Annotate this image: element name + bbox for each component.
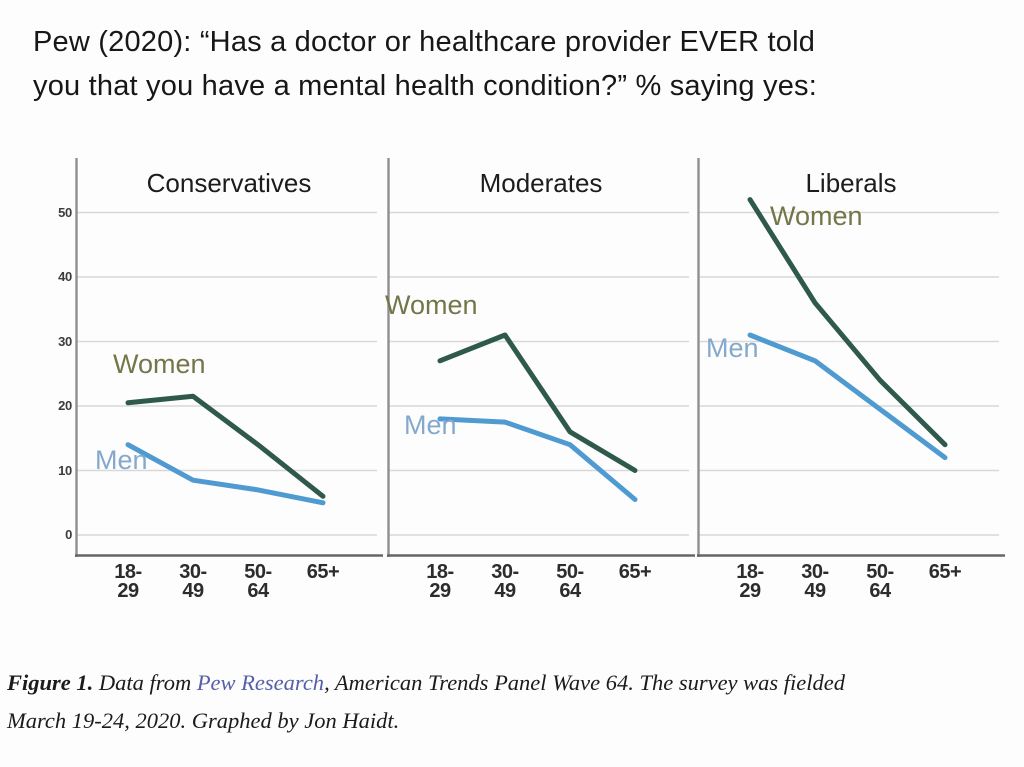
x-tick-label: 30- 49 [801,561,829,602]
men-series-line [437,416,638,502]
panel-liberals: Liberals Women Men 18- 29 30- 49 50- 64 65+ [697,158,1005,601]
caption-pre-link: Data from [93,670,197,695]
y-tick-label: 40 [58,269,72,284]
liberals-plot [697,158,1005,557]
y-tick-label: 30 [58,333,72,349]
x-tick-label: 65+ [928,561,962,583]
y-tick-label: 20 [58,398,72,413]
caption-line1: Figure 1. Data from Pew Research, Americ… [7,664,1019,702]
moderates-plot [387,158,695,557]
x-tick-label: 30- 49 [491,561,519,602]
caption-line2: March 19-24, 2020. Graphed by Jon Haidt. [7,708,400,733]
panel-moderates: Moderates Women Men 18- 29 30- 49 50- 64 65+ [385,158,695,601]
y-tick-label: 10 [58,462,72,478]
women-series-label: Women [113,349,206,379]
men-series-line [747,332,948,461]
women-series-line [125,393,326,499]
x-tick-label: 50- 64 [244,561,272,602]
figure-label: Figure 1. [7,670,94,695]
women-series-label: Women [385,290,478,320]
chart-title-line2: you that you have a mental health condit… [33,70,817,102]
panel-title-moderates: Moderates [479,168,603,198]
women-series-line [437,332,638,473]
figure-caption: Figure 1. Data from Pew Research, Americ… [7,664,1019,740]
women-series-label: Women [770,201,863,231]
x-tick-label: 50- 64 [556,561,584,602]
men-series-label: Men [404,410,457,440]
men-series-line [125,442,326,506]
x-tick-label: 30- 49 [179,561,207,602]
x-tick-label: 18- 29 [426,561,454,602]
men-series-label: Men [706,333,759,363]
caption-post-link: , American Trends Panel Wave 64. The sur… [324,670,846,695]
x-tick-label: 65+ [306,561,340,583]
men-series-label: Men [95,445,148,475]
chart-title: Pew (2020): “Has a doctor or healthcare … [33,20,817,108]
x-tick-label: 18- 29 [736,561,764,602]
panel-conservatives: Conservatives Women Men 18- 29 30- 49 50- 64 6… [75,158,383,601]
y-tick-label: 50 [58,204,72,220]
panel-title-liberals: Liberals [805,168,897,198]
x-tick-label: 50- 64 [866,561,894,602]
y-tick-label: 0 [65,527,72,542]
x-tick-label: 18- 29 [114,561,142,602]
conservatives-plot [75,158,383,557]
pew-research-link[interactable]: Pew Research [196,670,325,695]
women-series-line [747,197,948,448]
panel-title-conservatives: Conservatives [146,168,312,198]
chart-title-line1: Pew (2020): “Has a doctor or healthcare … [33,26,816,58]
x-tick-label: 65+ [618,561,652,583]
